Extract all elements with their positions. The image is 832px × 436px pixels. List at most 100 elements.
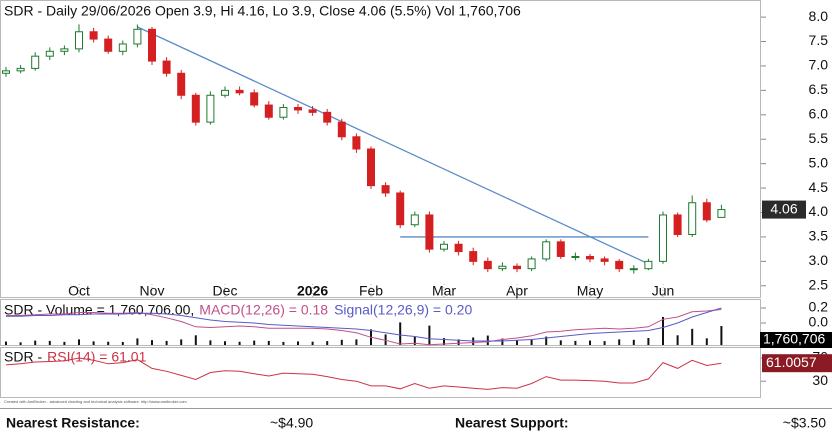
legend-entry: RSI(14) = 61.01 [47, 349, 146, 365]
volume-bar [340, 339, 343, 345]
candle-body [425, 214, 434, 250]
candle-body [571, 255, 580, 258]
candle-body [31, 55, 40, 69]
candle-body [688, 202, 697, 235]
y-tick-label: 4.0 [809, 203, 829, 219]
candle-body [717, 209, 726, 218]
candle-body [16, 67, 25, 72]
y-tick-label: 5.5 [809, 130, 829, 146]
last-rsi-label: 61.0057 [766, 354, 817, 370]
y-tick-label: 8.0 [809, 8, 829, 24]
price-panel [0, 0, 761, 298]
x-tick-label: Dec [213, 283, 238, 299]
resistance-value: ~$4.90 [270, 415, 313, 431]
candle-body [89, 31, 98, 40]
x-tick-label: May [577, 283, 603, 299]
macd-line [6, 309, 722, 346]
legend-entry: Signal(12,26,9) = 0.20 [334, 302, 472, 318]
candle-body [308, 109, 317, 113]
candle-body [498, 265, 507, 270]
volume-bar [457, 339, 460, 345]
candle-body [513, 265, 521, 270]
volume-bar [618, 339, 621, 345]
candle-body [673, 214, 682, 235]
y-tick-label: 3.5 [809, 228, 829, 244]
candle-body [381, 185, 390, 194]
volume-bar [355, 339, 358, 345]
y-tick-label: 6.0 [809, 106, 829, 122]
credit: Created with AmiBroker - advanced charti… [4, 399, 187, 404]
volume-bar [5, 341, 7, 345]
candle-body [410, 214, 419, 226]
x-tick-label: Jun [652, 283, 675, 299]
volume-bar [209, 340, 212, 345]
volume-bar [165, 340, 168, 345]
volume-bar [632, 339, 635, 345]
candle-body [221, 89, 229, 96]
candle-body [483, 260, 492, 270]
support-label: Nearest Support: [455, 415, 569, 431]
last-volume-label: 1,760,706 [763, 331, 825, 347]
rsi-panel [0, 347, 761, 398]
volume-bar [180, 339, 183, 345]
volume-bar [705, 338, 708, 345]
y-tick-label: 6.5 [809, 81, 829, 97]
candle-body [659, 214, 667, 262]
volume-bar [530, 339, 533, 345]
volume-bar [399, 322, 402, 345]
candle-body [323, 111, 332, 123]
macd-panel [0, 299, 761, 346]
candle-body [367, 148, 375, 187]
volume-bar [676, 335, 679, 345]
candle-body [644, 260, 653, 270]
trendline [137, 26, 649, 265]
y-tick-label: 5.0 [809, 154, 829, 170]
volume-bar [107, 341, 110, 345]
candle-body [235, 89, 244, 94]
candle-body [337, 121, 346, 138]
candle-body [45, 50, 54, 57]
candle-body [396, 192, 405, 226]
volume-bar [297, 341, 299, 345]
candle-body [104, 38, 113, 52]
y-tick-label: 0.2 [809, 299, 829, 315]
volume-bar [516, 340, 518, 345]
rsi-line [5, 357, 722, 390]
candle-body [352, 136, 361, 150]
volume-bar [238, 341, 241, 345]
volume-bar [92, 341, 95, 345]
candle-body [133, 28, 142, 45]
volume-bar [194, 335, 197, 345]
macd-line [6, 307, 722, 342]
volume-bar [559, 340, 562, 345]
candle-body [294, 106, 302, 111]
candle-body [206, 94, 215, 123]
volume-bar [501, 338, 504, 345]
volume-bar [720, 326, 723, 345]
y-tick-label: 0.0 [809, 314, 829, 330]
volume-bar [282, 341, 285, 345]
candle-body [118, 43, 127, 52]
volume-bar [311, 341, 314, 345]
volume-bar [78, 339, 80, 345]
volume-bar [224, 341, 226, 345]
rsi-title: SDR - [4, 349, 42, 365]
y-tick-label: 3.0 [809, 252, 829, 268]
last-volume-box [760, 332, 832, 348]
volume-bar [486, 335, 489, 345]
candle-body [279, 106, 288, 118]
volume-bar [589, 340, 591, 345]
y-tick-label: 2.5 [809, 276, 829, 292]
volume-bar [19, 342, 22, 345]
candle-body [250, 92, 259, 106]
volume-bar [34, 340, 37, 345]
candle-body [702, 202, 711, 221]
volume-bar [691, 328, 694, 345]
y-tick-label: 7.0 [809, 57, 829, 73]
candle-body [162, 60, 171, 74]
price-title: SDR - Daily 29/06/2026 Open 3.9, Hi 4.16… [4, 3, 521, 19]
candle-body [264, 104, 273, 118]
volume-bar [253, 340, 256, 345]
volume-bar [428, 325, 431, 345]
